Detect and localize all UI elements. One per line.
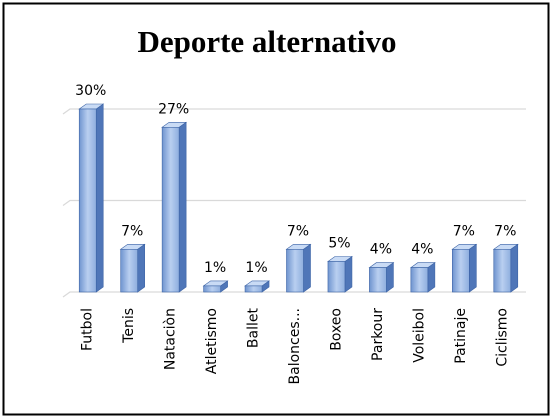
bar <box>120 249 138 293</box>
x-tick-label: Atletismo <box>204 308 220 374</box>
bar <box>369 267 387 293</box>
data-label: 7% <box>287 223 309 239</box>
chart-title: Deporte alternativo <box>137 24 396 59</box>
x-tick-label: Nataciòn <box>163 308 179 370</box>
x-tick-label: Futbol <box>80 308 96 351</box>
data-label: 1% <box>204 260 226 276</box>
x-tick-label: Ciclismo <box>494 308 510 367</box>
bar-side <box>95 103 104 293</box>
bar <box>493 249 512 293</box>
bar-side <box>469 243 477 293</box>
grid-line <box>62 199 526 206</box>
bar <box>203 285 221 293</box>
grid-line <box>62 108 526 115</box>
x-tick-label: Balonces... <box>287 308 303 384</box>
x-tick-label: Tenis <box>121 308 137 344</box>
x-tick-label: Boxeo <box>328 308 344 351</box>
bar <box>161 127 180 293</box>
data-label: 1% <box>245 260 267 276</box>
data-label: 30% <box>75 83 106 99</box>
x-tick-label: Patinaje <box>453 308 469 364</box>
bar <box>78 108 97 293</box>
data-label: 27% <box>158 101 189 117</box>
bar <box>286 249 304 293</box>
bar-side <box>178 121 187 293</box>
bar-side <box>303 243 311 293</box>
bar-side <box>344 255 353 293</box>
bar-side <box>510 243 519 293</box>
data-label: 7% <box>453 223 475 239</box>
data-label: 4% <box>411 242 433 258</box>
data-label: 4% <box>370 242 392 258</box>
x-tick-label: Parkour <box>370 308 386 361</box>
x-tick-label: Voleibol <box>411 308 427 363</box>
data-label: 5% <box>328 236 350 252</box>
bar-side <box>137 243 145 293</box>
x-tick-label: Ballet <box>246 308 262 349</box>
bar <box>452 249 470 293</box>
bar <box>327 261 346 293</box>
bar <box>244 285 263 293</box>
bar <box>410 267 429 293</box>
data-label: 7% <box>494 223 516 239</box>
data-label: 7% <box>121 223 143 239</box>
